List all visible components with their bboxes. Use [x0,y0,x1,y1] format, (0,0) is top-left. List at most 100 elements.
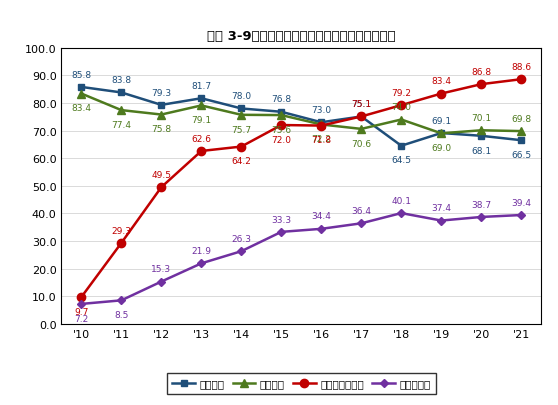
パソコン [158,113,165,118]
Line: スマートフォン: スマートフォン [77,76,526,301]
タブレット [158,279,165,284]
Text: 36.4: 36.4 [352,207,371,215]
固定電話 [318,121,325,126]
タブレット [358,221,365,226]
Text: 72.2: 72.2 [311,135,331,144]
パソコン [198,104,205,109]
Text: 9.7: 9.7 [74,307,89,316]
スマートフォン [198,149,205,154]
Text: 79.3: 79.3 [151,88,171,97]
Text: 76.8: 76.8 [271,95,291,104]
パソコン [478,128,484,133]
Text: 7.2: 7.2 [74,314,89,323]
Text: 72.0: 72.0 [271,135,291,145]
パソコン [238,113,244,118]
タブレット [318,227,325,232]
スマートフォン [478,83,484,87]
固定電話 [158,103,165,108]
タブレット [518,213,525,218]
スマートフォン [518,78,525,83]
Text: 38.7: 38.7 [471,200,492,209]
パソコン [518,129,525,134]
スマートフォン [358,115,365,119]
Text: 49.5: 49.5 [151,171,171,179]
Text: 78.0: 78.0 [231,92,252,101]
タブレット [78,302,85,307]
固定電話 [78,85,85,90]
Text: 74.0: 74.0 [391,103,411,112]
Line: タブレット: タブレット [78,211,525,307]
Text: 83.4: 83.4 [431,77,451,86]
Text: 33.3: 33.3 [271,215,291,224]
Text: 62.6: 62.6 [191,134,211,143]
Title: 図表 3-9：主な情報通信機器の保有状況（世帯）: 図表 3-9：主な情報通信機器の保有状況（世帯） [207,30,396,43]
Text: 70.6: 70.6 [351,139,372,148]
Text: 39.4: 39.4 [511,198,531,207]
スマートフォン [318,124,325,129]
Text: 37.4: 37.4 [431,204,451,213]
パソコン [78,92,85,97]
固定電話 [358,115,365,119]
パソコン [118,109,125,113]
Text: 88.6: 88.6 [511,63,531,72]
Text: 64.2: 64.2 [232,157,251,166]
タブレット [198,261,205,266]
Text: 15.3: 15.3 [151,264,171,273]
スマートフォン [438,92,445,97]
パソコン [278,113,285,118]
Text: 75.8: 75.8 [151,125,171,134]
Text: 70.1: 70.1 [471,114,492,123]
Text: 85.8: 85.8 [71,70,92,79]
タブレット [278,230,285,235]
スマートフォン [398,103,405,108]
Text: 71.8: 71.8 [311,136,331,145]
固定電話 [278,110,285,115]
固定電話 [478,134,484,139]
Text: 29.3: 29.3 [112,226,131,235]
Text: 83.4: 83.4 [71,104,92,113]
Text: 83.8: 83.8 [111,76,132,85]
Text: 21.9: 21.9 [191,246,211,256]
タブレット [438,219,445,224]
固定電話 [398,144,405,149]
固定電話 [438,131,445,136]
固定電話 [238,107,244,112]
Legend: 固定電話, パソコン, スマートフォン, タブレット: 固定電話, パソコン, スマートフォン, タブレット [167,373,436,394]
Text: 68.1: 68.1 [471,146,492,155]
Text: 73.0: 73.0 [311,106,331,115]
Text: 64.5: 64.5 [391,156,411,165]
Text: 75.7: 75.7 [231,125,252,134]
Text: 79.1: 79.1 [191,116,211,125]
パソコン [398,118,405,123]
スマートフォン [78,295,85,300]
Text: 79.2: 79.2 [391,89,411,98]
Text: 81.7: 81.7 [191,82,211,91]
パソコン [358,127,365,132]
固定電話 [518,139,525,143]
スマートフォン [118,241,125,246]
Text: 26.3: 26.3 [232,234,251,243]
Text: 66.5: 66.5 [511,151,531,160]
Text: 69.0: 69.0 [431,144,451,153]
Line: 固定電話: 固定電話 [78,84,525,150]
Line: パソコン: パソコン [77,90,526,138]
Text: 69.8: 69.8 [511,115,531,124]
タブレット [118,298,125,303]
パソコン [318,123,325,128]
パソコン [438,132,445,136]
Text: 75.6: 75.6 [271,126,291,134]
スマートフォン [278,123,285,128]
スマートフォン [238,145,244,149]
タブレット [398,211,405,216]
Text: 77.4: 77.4 [112,121,131,130]
固定電話 [118,91,125,96]
Text: 34.4: 34.4 [311,212,331,221]
Text: 75.1: 75.1 [351,100,372,109]
Text: 69.1: 69.1 [431,116,451,126]
固定電話 [198,96,205,101]
タブレット [478,215,484,220]
スマートフォン [158,185,165,190]
Text: 8.5: 8.5 [114,310,128,319]
Text: 40.1: 40.1 [391,196,411,205]
タブレット [238,249,244,254]
